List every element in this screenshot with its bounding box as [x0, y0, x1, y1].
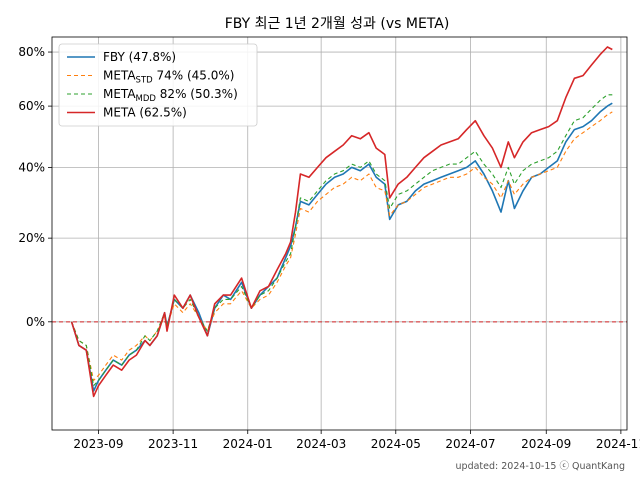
- legend-label-main: FBY (47.8%): [103, 50, 176, 64]
- x-tick-label: 2023-11: [148, 437, 198, 451]
- y-axis: 0% 20% 40% 60% 80%: [18, 45, 52, 329]
- y-tick-label: 60%: [18, 99, 45, 113]
- legend-label-main: META (62.5%): [103, 106, 187, 120]
- plot-frame: [51, 36, 628, 431]
- legend-label-suffix: 82% (50.3%): [156, 87, 238, 101]
- series-line-2: [71, 94, 613, 387]
- chart-title: FBY 최근 1년 2개월 성과 (vs META): [225, 16, 450, 32]
- x-axis: 2023-09 2023-11 2024-01 2024-03 2024-05 2024-…: [73, 430, 640, 451]
- y-tick-label: 0%: [26, 315, 45, 329]
- y-tick-label: 80%: [18, 45, 45, 59]
- series-line-3: [70, 46, 613, 398]
- x-tick-label: 2024-05: [371, 437, 421, 451]
- x-tick-label: 2024-07: [445, 437, 495, 451]
- legend-label: FBY (47.8%): [103, 50, 176, 64]
- footer-note: updated: 2024-10-15 ⓒ QuantKang: [456, 461, 625, 472]
- legend-label-subscript: MDD: [136, 94, 157, 104]
- x-tick-label: 2023-09: [73, 437, 123, 451]
- x-tick-label: 2024-03: [296, 437, 346, 451]
- x-tick-label: 2024-09: [521, 437, 571, 451]
- series-line-1: [71, 111, 613, 382]
- legend-label: META (62.5%): [103, 106, 187, 120]
- legend-label-subscript: STD: [136, 76, 154, 86]
- series-layer: [70, 46, 613, 398]
- legend-label: METASTD 74% (45.0%): [103, 69, 234, 86]
- x-tick-label: 2024-01: [223, 437, 273, 451]
- legend-box: [58, 43, 258, 127]
- legend-label-main: META: [103, 87, 136, 101]
- legend-label: METAMDD 82% (50.3%): [103, 87, 238, 104]
- x-tick-label: 2024-11: [596, 437, 640, 451]
- legend: FBY (47.8%)METASTD 74% (45.0%)METAMDD 82…: [58, 43, 258, 127]
- legend-label-suffix: 74% (45.0%): [153, 69, 235, 83]
- y-tick-label: 20%: [18, 231, 45, 245]
- y-tick-label: 40%: [18, 160, 45, 174]
- legend-label-main: META: [103, 69, 136, 83]
